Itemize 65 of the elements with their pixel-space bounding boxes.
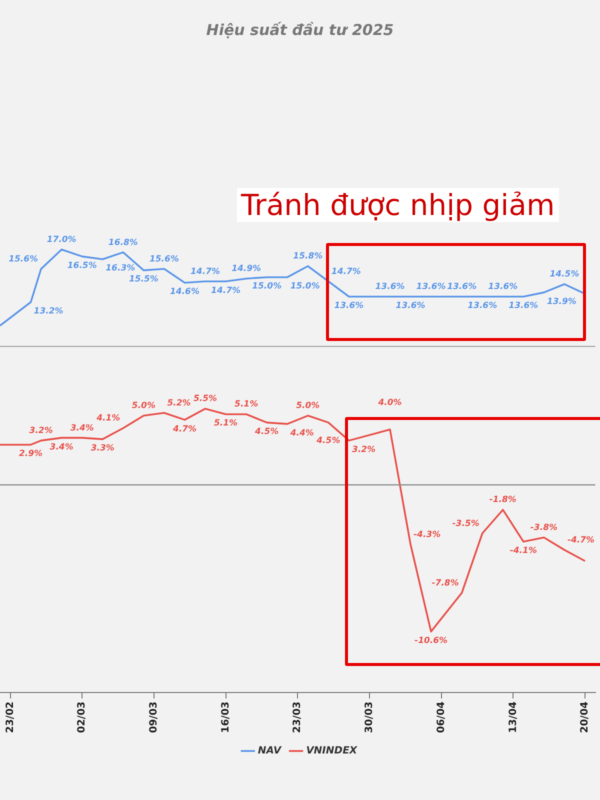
data-label: 15.5% — [128, 274, 159, 285]
data-label: 15.0% — [290, 282, 320, 292]
data-label: 5.5% — [193, 394, 218, 404]
data-label: -4.7% — [567, 535, 596, 546]
data-label: 17.0% — [46, 234, 77, 245]
data-label: 13.6% — [396, 301, 426, 312]
data-label: 3.2% — [29, 426, 54, 436]
data-label: 5.2% — [167, 398, 192, 408]
x-tick-label: 13/04 — [508, 701, 519, 733]
x-tick-label: 16/03 — [220, 701, 232, 733]
data-label: 14.5% — [550, 270, 580, 280]
x-tick-label: 06/04 — [436, 701, 447, 733]
data-label: 15.0% — [252, 282, 282, 292]
x-tick-label: 23/02 — [4, 701, 16, 733]
data-label: 13.6% — [447, 282, 478, 292]
legend-label: NAV — [258, 746, 282, 757]
data-label: 4.7% — [172, 424, 198, 434]
data-label: 14.7% — [211, 286, 242, 296]
chart-title: Hiệu suất đầu tư 2025 — [206, 20, 394, 39]
data-label: 15.6% — [149, 254, 180, 264]
data-label: 14.7% — [190, 266, 220, 277]
data-label: 16.5% — [67, 260, 98, 271]
data-label: 13.9% — [546, 296, 577, 307]
data-label: 5.0% — [296, 401, 320, 412]
data-label: 15.6% — [8, 254, 39, 264]
data-label: -10.6% — [414, 636, 448, 646]
data-label: 4.4% — [289, 428, 314, 438]
text: Tránh được nhịp giảm — [237, 188, 559, 222]
data-label: 3.4% — [70, 423, 94, 434]
data-label: 15.8% — [293, 252, 324, 262]
data-label: 13.6% — [488, 282, 518, 292]
data-label: 14.6% — [170, 287, 200, 298]
x-tick-label: 30/03 — [364, 701, 376, 733]
data-label: 16.3% — [106, 264, 136, 274]
data-label: -1.8% — [489, 495, 517, 506]
data-label: 13.6% — [508, 301, 539, 312]
data-label: -3.5% — [452, 518, 480, 529]
data-label: 5.0% — [132, 401, 156, 412]
data-label: 3.3% — [90, 444, 115, 454]
data-label: 13.2% — [34, 306, 64, 317]
data-label: 13.6% — [468, 301, 498, 312]
data-label: -3.8% — [530, 522, 558, 533]
legend-label: VNINDEX — [306, 746, 358, 757]
x-tick-label: 20/04 — [580, 701, 591, 733]
data-label: -4.1% — [510, 546, 538, 556]
data-label: 5.1% — [234, 400, 259, 410]
data-label: 13.6% — [334, 301, 364, 312]
data-label: 4.1% — [96, 414, 121, 424]
data-label: -4.3% — [414, 530, 442, 540]
data-label: 3.2% — [352, 445, 376, 456]
x-tick-label: 23/03 — [292, 701, 304, 733]
data-label: 14.9% — [232, 264, 262, 274]
data-label: 4.5% — [254, 427, 280, 438]
data-label: 13.6% — [416, 282, 446, 292]
data-label: -7.8% — [432, 578, 460, 588]
data-label: 16.8% — [108, 238, 138, 248]
data-label: 3.4% — [50, 442, 74, 452]
data-label: 5.1% — [214, 418, 238, 429]
data-label: 4.0% — [377, 398, 402, 408]
x-tick-label: 02/03 — [76, 701, 88, 733]
data-label: 13.6% — [375, 282, 406, 292]
x-tick-label: 09/03 — [148, 701, 160, 733]
data-label: 4.5% — [316, 436, 341, 446]
data-label: 2.9% — [19, 449, 44, 460]
data-label: 14.7% — [331, 266, 362, 277]
